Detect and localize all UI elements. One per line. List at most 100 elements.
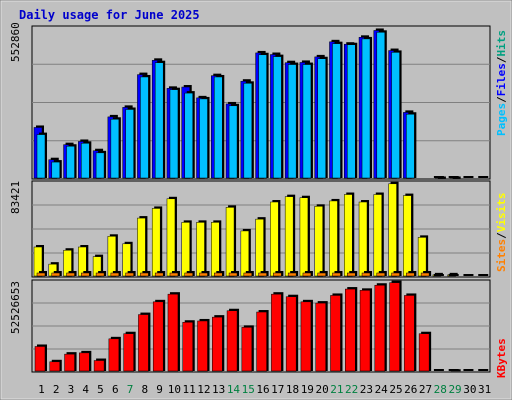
legend-files: Files [495, 63, 508, 96]
x-tick-label: 1 [38, 383, 45, 396]
bar-pages-day-15 [243, 83, 253, 179]
bar-sites-day-24 [376, 272, 386, 277]
x-tick-label: 11 [183, 383, 196, 396]
bar-kbytes-day-16 [256, 311, 267, 372]
bar-sites-day-15 [243, 272, 253, 277]
bar-pages-day-1 [36, 134, 46, 179]
bar-pages-day-5 [95, 152, 105, 179]
bar-sites-day-3 [66, 272, 75, 277]
bar-sites-day-23 [361, 272, 371, 277]
bar-pages-day-2 [51, 161, 61, 179]
bar-sites-day-4 [81, 272, 90, 277]
x-tick-label: 29 [448, 383, 461, 396]
bar-kbytes-day-27 [418, 333, 430, 372]
legend-hits: Hits [495, 30, 508, 57]
bar-pages-day-23 [361, 38, 371, 179]
bar-kbytes-day-19 [300, 301, 312, 372]
bar-sites-day-16 [258, 272, 267, 277]
bar-sites-day-20 [317, 272, 326, 277]
bar-kbytes-day-12 [197, 320, 208, 372]
bar-sites-day-27 [420, 272, 430, 277]
x-tick-label: 13 [212, 383, 225, 396]
bar-visits-day-10 [166, 198, 176, 277]
x-tick-label: 17 [271, 383, 284, 396]
bar-visits-day-19 [299, 197, 309, 277]
bar-visits-day-9 [151, 208, 161, 277]
bar-visits-day-14 [225, 207, 235, 277]
bar-visits-day-25 [388, 183, 397, 277]
bar-sites-day-2 [51, 272, 61, 277]
bar-visits-day-27 [417, 237, 427, 277]
bar-pages-day-9 [154, 62, 164, 179]
legend-sep: / [495, 232, 508, 239]
bar-kbytes-day-13 [212, 316, 223, 372]
x-tick-label: 12 [197, 383, 210, 396]
bar-sites-day-21 [332, 272, 341, 277]
bar-pages-day-20 [317, 58, 326, 179]
bar-pages-day-21 [332, 43, 341, 179]
legend-visits: Visits [495, 193, 508, 233]
x-tick-label: 9 [156, 383, 163, 396]
bar-sites-day-25 [391, 272, 400, 277]
x-tick-label: 10 [168, 383, 181, 396]
bar-sites-day-9 [154, 272, 164, 277]
bar-sites-day-14 [228, 272, 238, 277]
x-tick-label: 28 [434, 383, 447, 396]
bar-pages-day-10 [169, 89, 179, 179]
bar-visits-day-8 [137, 217, 146, 277]
x-tick-label: 21 [330, 383, 343, 396]
legend-visits-sites: Sites/Visits [495, 193, 508, 273]
bar-visits-day-24 [373, 194, 383, 277]
legend-sep: / [495, 56, 508, 63]
x-tick-label: 18 [286, 383, 299, 396]
x-tick-label: 8 [141, 383, 148, 396]
bar-kbytes-day-4 [79, 352, 90, 372]
legend-sep: / [495, 96, 508, 103]
bar-sites-day-18 [287, 272, 297, 277]
bar-visits-day-22 [344, 194, 353, 277]
chart-title: Daily usage for June 2025 [19, 8, 200, 22]
bar-kbytes-day-1 [34, 346, 46, 372]
bar-kbytes-day-24 [374, 284, 386, 372]
bar-pages-day-24 [376, 32, 386, 179]
x-tick-label: 24 [375, 383, 389, 396]
panel-1-ymax-label: 552860 [9, 22, 22, 62]
bar-pages-day-11 [184, 92, 193, 179]
bar-visits-day-13 [211, 222, 220, 277]
bar-sites-day-10 [169, 272, 179, 277]
bars [33, 28, 489, 372]
bar-kbytes-day-20 [315, 302, 326, 372]
bar-sites-day-13 [214, 272, 223, 277]
x-tick-label: 4 [82, 383, 89, 396]
x-tick-label: 16 [256, 383, 269, 396]
bar-sites-day-6 [110, 272, 120, 277]
bar-pages-day-17 [273, 56, 282, 179]
x-tick-label: 26 [404, 383, 417, 396]
bar-kbytes-day-21 [330, 295, 341, 372]
bar-visits-day-12 [196, 222, 205, 277]
x-tick-label: 2 [53, 383, 60, 396]
bar-kbytes-day-9 [152, 301, 164, 372]
bar-pages-day-8 [140, 76, 149, 179]
bar-sites-day-19 [302, 272, 312, 277]
x-tick-label: 20 [315, 383, 328, 396]
x-tick-label: 3 [68, 383, 75, 396]
x-tick-label: 5 [97, 383, 104, 396]
bar-visits-day-18 [284, 196, 294, 277]
bar-kbytes-day-6 [108, 338, 120, 372]
bar-pages-day-26 [406, 113, 415, 179]
x-tick-label: 14 [227, 383, 241, 396]
bar-sites-day-12 [199, 272, 208, 277]
x-tick-label: 27 [419, 383, 432, 396]
bar-visits-day-26 [403, 195, 412, 277]
legend-pages: Pages [495, 103, 508, 136]
bar-kbytes-day-7 [123, 333, 134, 372]
x-tick-label: 19 [301, 383, 314, 396]
bar-sites-day-8 [140, 272, 149, 277]
bar-kbytes-day-8 [138, 314, 149, 372]
x-tick-label: 31 [478, 383, 491, 396]
bar-kbytes-day-5 [93, 360, 105, 372]
x-tick-label: 30 [463, 383, 476, 396]
